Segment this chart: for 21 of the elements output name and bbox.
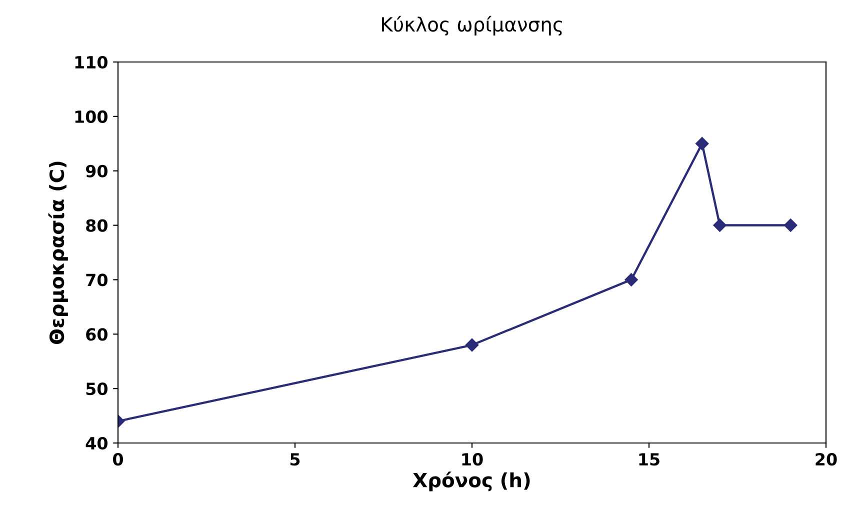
point	[713, 218, 726, 232]
y-tick-label: 80	[86, 219, 108, 232]
y-tick-label: 60	[86, 328, 108, 341]
y-tick-label: 110	[75, 56, 108, 69]
chart-title: Κύκλος ωρίμανσης	[382, 16, 562, 36]
x-tick-label: 0	[113, 453, 123, 466]
point	[624, 273, 638, 286]
y-tick-label: 70	[86, 274, 108, 286]
point	[784, 218, 798, 232]
y-tick-label: 100	[75, 110, 108, 123]
x-tick-label: 15	[639, 453, 660, 466]
x-axis-title: Χρόνος (h)	[412, 472, 530, 492]
y-tick-label: 90	[86, 164, 108, 178]
x-tick-label: 5	[290, 453, 300, 466]
y-axis-title: Θερμοκρασία (C)	[48, 162, 68, 344]
y-tick-label: 50	[86, 382, 108, 396]
point	[696, 137, 709, 150]
x-tick-label: 20	[816, 453, 837, 466]
x-tick-label: 10	[462, 453, 483, 466]
point	[465, 338, 479, 352]
y-tick-label: 40	[86, 436, 108, 450]
